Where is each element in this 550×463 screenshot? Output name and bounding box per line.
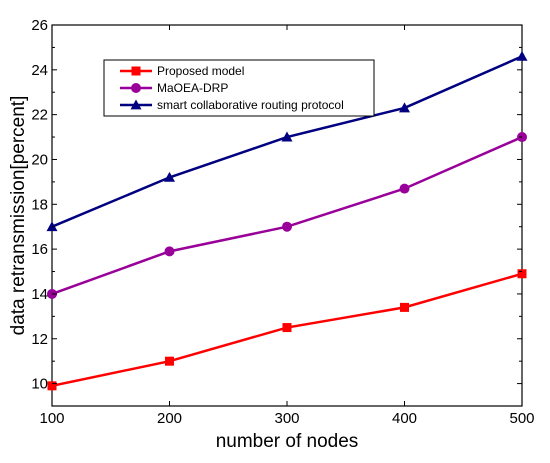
y-axis-title: data retransmission[percent] — [8, 96, 29, 336]
data-point — [282, 221, 292, 232]
legend-item: Proposed model — [120, 64, 244, 78]
data-point — [400, 302, 409, 312]
x-tick-label: 300 — [274, 410, 299, 427]
series-line — [51, 135, 523, 296]
y-tick-label: 20 — [31, 151, 48, 168]
x-tick-label: 500 — [509, 410, 534, 427]
series-triangle — [46, 50, 528, 232]
legend-label: Proposed model — [157, 64, 244, 78]
data-point — [517, 269, 527, 279]
legend-item: smart collaborative routing protocol — [120, 98, 344, 112]
x-axis-title: number of nodes — [216, 431, 359, 452]
y-tick-label: 26 — [31, 17, 48, 34]
data-point — [516, 50, 528, 61]
y-axis-ticks: 10 12 14 16 18 20 22 24 26 — [31, 17, 522, 407]
series-square — [47, 269, 527, 391]
y-tick-label: 24 — [31, 62, 48, 79]
y-tick-label: 18 — [31, 196, 48, 213]
data-point — [164, 246, 175, 257]
x-axis-ticks: 100 200 300 400 500 — [39, 25, 535, 427]
x-tick-label: 400 — [392, 410, 417, 427]
data-point — [282, 323, 292, 333]
data-point — [164, 171, 175, 182]
y-tick-label: 22 — [31, 107, 48, 124]
legend-label: MaOEA-DRP — [157, 81, 228, 95]
legend-items: Proposed model MaOEA-DRP smart collaborati… — [120, 64, 344, 112]
series-circle — [47, 132, 527, 299]
y-tick-label: 14 — [31, 286, 48, 303]
data-point — [46, 221, 58, 232]
legend-marker — [131, 83, 141, 93]
data-point — [399, 102, 410, 113]
legend-label: smart collaborative routing protocol — [157, 98, 344, 112]
legend: Proposed model MaOEA-DRP smart collaborati… — [103, 59, 375, 117]
y-tick-label: 12 — [31, 331, 48, 348]
data-point — [281, 131, 293, 142]
x-tick-label: 100 — [39, 410, 64, 427]
x-tick-label: 200 — [157, 410, 182, 427]
y-tick-label: 10 — [31, 376, 48, 393]
data-point — [47, 381, 57, 391]
data-point — [165, 356, 174, 366]
y-tick-label: 16 — [31, 241, 48, 258]
legend-marker — [131, 66, 141, 76]
legend-marker — [130, 99, 142, 110]
data-point — [399, 183, 410, 194]
legend-item: MaOEA-DRP — [120, 81, 228, 95]
